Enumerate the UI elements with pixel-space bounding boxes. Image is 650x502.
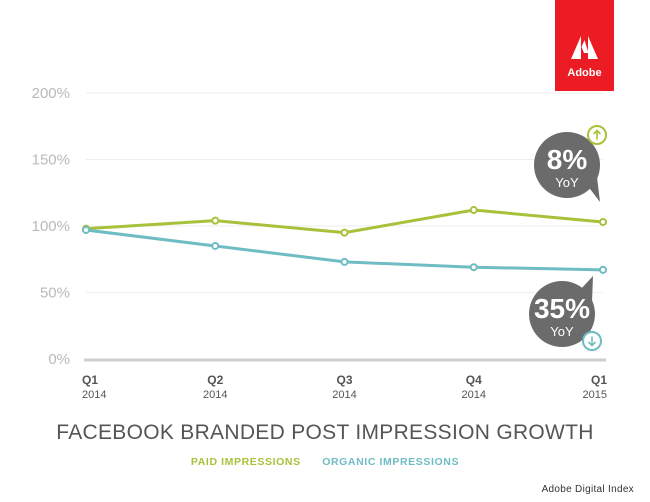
data-point (469, 206, 478, 215)
x-tick-quarter: Q1 (591, 373, 607, 387)
x-tick-quarter: Q4 (466, 373, 482, 387)
x-tick-year: 2014 (203, 389, 227, 401)
x-tick-quarter: Q2 (207, 373, 223, 387)
yoy-callout-down: 35%YoY (529, 276, 602, 351)
legend-paid-impressions: PAID IMPRESSIONS (190, 456, 301, 468)
yoy-callout-up: 8%YoY (534, 125, 607, 202)
arrow-head (592, 129, 602, 135)
y-tick-label: 100% (32, 218, 70, 235)
chart-title: FACEBOOK BRANDED POST IMPRESSION GROWTH (56, 421, 594, 444)
x-tick-year: 2014 (462, 389, 486, 401)
data-point (599, 218, 607, 227)
legend-organic-impressions: ORGANIC IMPRESSIONS (322, 456, 460, 468)
y-tick-label: 150% (32, 152, 70, 169)
arrow-up-icon (587, 125, 607, 145)
data-point (599, 265, 607, 274)
callout-bubble (529, 281, 595, 347)
callout-unit: YoY (555, 175, 579, 190)
data-point (82, 225, 90, 234)
line-chart: 0% 50% 100% 150% 200% Q1 2014 Q2 2014 Q3 2014 Q4 20… (32, 85, 608, 401)
y-tick-label: 50% (40, 285, 70, 302)
callout-tail (580, 276, 593, 302)
x-tick-year: 2014 (82, 389, 106, 401)
data-point (340, 257, 349, 266)
series-lines (82, 206, 607, 274)
callout-value: 8% (547, 144, 588, 175)
y-tick-label: 0% (48, 351, 70, 368)
x-tick-quarter: Q1 (82, 373, 98, 387)
legend: PAID IMPRESSIONS ORGANIC IMPRESSIONS (0, 456, 650, 468)
source-credit: Adobe Digital Index (541, 484, 634, 495)
callout-unit: YoY (550, 324, 574, 339)
brand-name: Adobe (567, 67, 602, 79)
brand-logo: Adobe (555, 0, 614, 91)
grid-lines (86, 92, 603, 293)
data-point (469, 263, 478, 272)
callout-tail (587, 177, 600, 202)
data-point (211, 216, 220, 225)
x-axis-ticks: Q1 2014 Q2 2014 Q3 2014 Q4 2014 Q1 2015 (82, 373, 607, 401)
x-tick-quarter: Q3 (336, 373, 352, 387)
arrow-head (587, 341, 597, 347)
adobe-logo-icon (571, 36, 598, 59)
callout-bubble (534, 132, 600, 198)
y-tick-label: 200% (32, 85, 70, 102)
arrow-down-icon (582, 331, 602, 351)
data-point (211, 241, 220, 250)
x-tick-year: 2014 (332, 389, 356, 401)
x-tick-year: 2015 (583, 389, 607, 401)
y-axis-ticks: 0% 50% 100% 150% 200% (32, 85, 70, 368)
data-point (340, 228, 349, 237)
callout-value: 35% (534, 293, 590, 324)
